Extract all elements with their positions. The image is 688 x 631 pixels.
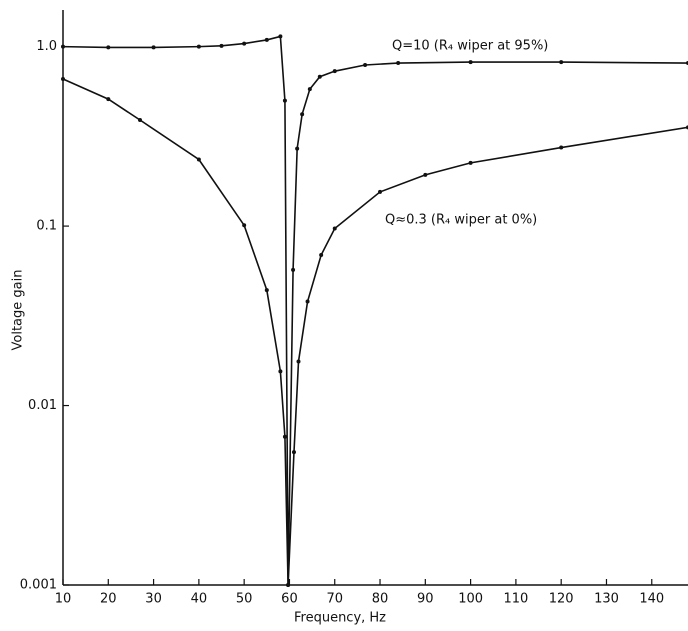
data-point (378, 189, 383, 194)
data-point (61, 77, 65, 82)
series-line (62, 78, 688, 586)
y-tick-label: 0.01 (28, 398, 57, 413)
data-point (242, 223, 247, 228)
series-line (62, 35, 688, 586)
data-point (151, 45, 156, 50)
x-tick-label: 80 (372, 592, 389, 607)
data-point (278, 369, 283, 374)
data-point (332, 69, 337, 74)
data-point (137, 118, 142, 123)
data-point (286, 583, 291, 587)
data-point (264, 288, 269, 293)
y-tick-label: 1.0 (36, 39, 57, 54)
x-tick-label: 60 (281, 592, 298, 607)
x-tick-label: 120 (549, 592, 574, 607)
y-tick-label: 0.1 (36, 219, 57, 234)
x-axis-label: Frequency, Hz (294, 611, 386, 626)
data-point (468, 160, 473, 165)
data-point (106, 45, 111, 50)
data-point (278, 34, 283, 39)
x-tick-label: 140 (639, 592, 664, 607)
x-tick-label: 10 (55, 592, 72, 607)
data-point (291, 267, 296, 272)
data-point (61, 44, 65, 49)
x-tick-label: 70 (326, 592, 343, 607)
data-point (468, 60, 473, 65)
x-tick-label: 50 (236, 592, 253, 607)
x-tick-label: 20 (100, 592, 117, 607)
data-point (307, 87, 312, 92)
data-point (264, 37, 269, 42)
data-point (242, 41, 247, 46)
data-point (295, 146, 300, 151)
x-tick-label: 130 (594, 592, 619, 607)
data-point (282, 434, 287, 439)
x-tick-label: 100 (458, 592, 483, 607)
data-point (423, 172, 428, 177)
data-point (196, 157, 201, 162)
data-point (396, 61, 401, 66)
data-point (559, 60, 564, 65)
data-point (319, 253, 324, 258)
data-point (296, 359, 301, 364)
data-point (305, 299, 310, 304)
data-point (559, 145, 564, 150)
data-point (363, 63, 368, 68)
data-point (300, 112, 305, 117)
y-axis-label: Voltage gain (11, 270, 26, 351)
x-tick-label: 40 (191, 592, 208, 607)
data-point (106, 97, 111, 102)
data-point (317, 74, 322, 79)
data-point (332, 226, 337, 231)
x-tick-label: 90 (417, 592, 434, 607)
x-tick-label: 30 (145, 592, 162, 607)
data-point (196, 44, 201, 49)
series-label: Q≈0.3 (R₄ wiper at 0%) (385, 213, 537, 228)
data-point (219, 43, 224, 48)
x-tick-label: 110 (503, 592, 528, 607)
y-tick-label: 0.001 (20, 578, 57, 593)
series-label: Q=10 (R₄ wiper at 95%) (392, 39, 548, 54)
data-point (282, 98, 287, 103)
data-point (291, 450, 296, 455)
